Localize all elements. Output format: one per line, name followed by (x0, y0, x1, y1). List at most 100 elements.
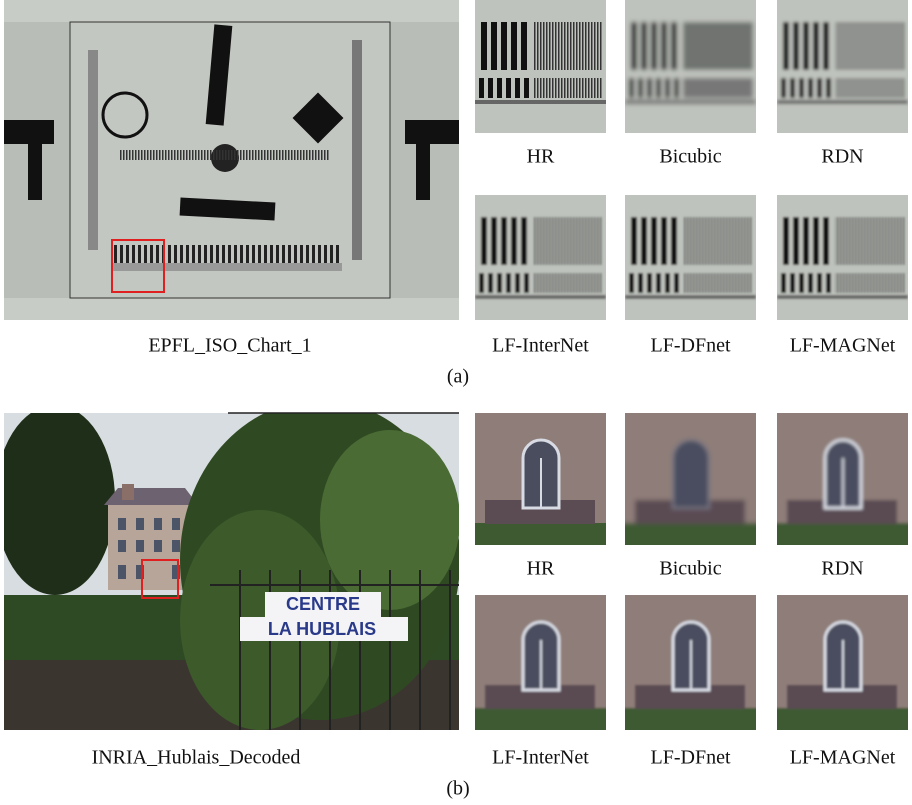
crop-fine (533, 22, 603, 70)
crop-label: HR (527, 146, 555, 168)
crop-image (772, 0, 912, 138)
crop-bar (515, 78, 520, 98)
sign-line: CENTRE (286, 594, 360, 614)
crop-detail (620, 408, 761, 550)
crop-bar (481, 22, 487, 70)
crop-label: Bicubic (659, 558, 721, 580)
crop-fine (835, 22, 905, 70)
crop-image (772, 408, 912, 550)
crop-window (673, 440, 709, 508)
crop-detail (470, 0, 611, 138)
crop-bar (799, 78, 804, 98)
crop-bar (641, 22, 647, 70)
crop-bar (671, 217, 677, 265)
crop-bar (488, 273, 493, 293)
crop-fine (835, 217, 905, 265)
crop-bar (656, 78, 661, 98)
crop-scale (625, 295, 756, 299)
crop-bar (647, 273, 652, 293)
crop-image (620, 190, 761, 325)
crop-scale (475, 295, 606, 299)
crop-bar (817, 273, 822, 293)
crop-bar (823, 22, 829, 70)
crop-bar (781, 273, 786, 293)
crop-bar (491, 217, 497, 265)
crop-fine (533, 217, 603, 265)
crop-bar (674, 273, 679, 293)
crop-detail (620, 190, 761, 325)
crop-content (772, 0, 912, 138)
crop-fine (835, 273, 905, 293)
crop-bar (665, 273, 670, 293)
crop-label: LF-MAGNet (790, 335, 896, 357)
crop-bar (651, 22, 657, 70)
crop-content (620, 190, 761, 325)
crop-grass (772, 523, 912, 550)
crop-bar (803, 217, 809, 265)
crop-bar (826, 78, 831, 98)
crop-fine (683, 78, 753, 98)
crop-bar (524, 78, 529, 98)
crop-bar (511, 22, 517, 70)
panel-label: (a) (447, 366, 469, 388)
crop-grass (470, 708, 611, 735)
crop-bar (817, 78, 822, 98)
crop-content (470, 190, 611, 325)
crop-bar (506, 78, 511, 98)
crop-bar (808, 273, 813, 293)
crop-bar (515, 273, 520, 293)
crop-bar (631, 217, 637, 265)
crop-grass (620, 708, 761, 735)
crop-bar (491, 22, 497, 70)
crop-label: HR (527, 558, 555, 580)
crop-bar (803, 22, 809, 70)
crop-image (470, 0, 611, 138)
crop-grass (470, 523, 611, 550)
crop-detail (620, 0, 761, 138)
crop-detail (772, 0, 912, 138)
crop-content (620, 0, 761, 138)
crop-bar (665, 78, 670, 98)
panel-label: (b) (446, 778, 469, 800)
crop-fine (835, 78, 905, 98)
crop-label: Bicubic (659, 146, 721, 168)
crop-scale (475, 100, 606, 104)
crop-grass (620, 523, 761, 550)
crop-scale (625, 100, 756, 104)
crop-label: LF-InterNet (492, 747, 589, 769)
scene-image: CENTRE LA HUBLAIS (0, 400, 460, 730)
crop-content (772, 190, 912, 325)
crop-bar (674, 78, 679, 98)
crop-fine (683, 273, 753, 293)
crop-bar (497, 78, 502, 98)
crop-detail (772, 408, 912, 550)
crop-bar (651, 217, 657, 265)
crop-bar (661, 217, 667, 265)
crop-bar (629, 78, 634, 98)
crop-detail (470, 590, 611, 735)
crop-bar (511, 217, 517, 265)
crop-image (772, 190, 912, 325)
crop-bar (826, 273, 831, 293)
crop-bar (783, 217, 789, 265)
crop-label: LF-DFnet (651, 747, 731, 769)
crop-bar (524, 273, 529, 293)
crop-label: RDN (821, 558, 863, 580)
crop-image (772, 590, 912, 735)
crop-content (620, 408, 761, 550)
crop-bar (813, 22, 819, 70)
crop-label: RDN (821, 146, 863, 168)
crop-label: LF-MAGNet (790, 747, 896, 769)
crop-detail (772, 190, 912, 325)
crop-fine (683, 22, 753, 70)
crop-bar (793, 217, 799, 265)
crop-bar (790, 78, 795, 98)
crop-content (470, 408, 611, 550)
crop-detail (772, 590, 912, 735)
crop-bar (501, 22, 507, 70)
crop-detail (620, 590, 761, 735)
crop-fine (533, 78, 603, 98)
crop-bar (638, 273, 643, 293)
crop-bar (506, 273, 511, 293)
crop-bar (781, 78, 786, 98)
